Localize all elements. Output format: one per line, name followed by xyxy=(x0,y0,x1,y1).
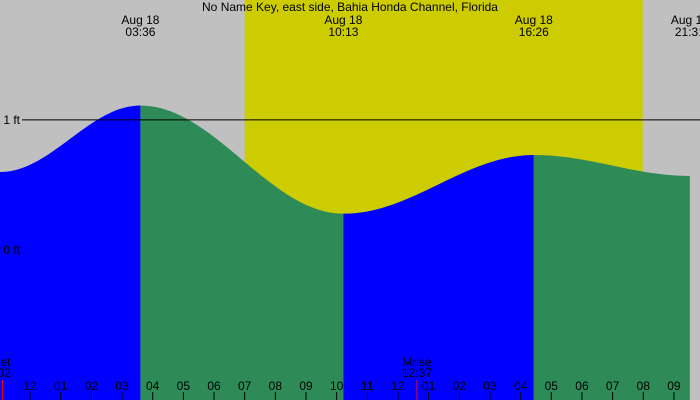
x-tick-label: 08 xyxy=(269,379,283,393)
falling-tide xyxy=(140,105,344,400)
x-tick-label: 02 xyxy=(85,379,99,393)
extreme-date: Aug 18 xyxy=(121,13,159,27)
extreme-time: 10:13 xyxy=(328,25,358,39)
chart-title: No Name Key, east side, Bahia Honda Chan… xyxy=(202,0,498,14)
extreme-date: Aug 18 xyxy=(671,13,700,27)
y-tick-label: 1 ft xyxy=(3,113,20,127)
x-tick-label: 04 xyxy=(514,379,528,393)
x-tick-label: 12 xyxy=(391,379,405,393)
extreme-time: 03:36 xyxy=(125,25,155,39)
x-tick-label: 07 xyxy=(238,379,252,393)
x-tick-label: 09 xyxy=(299,379,313,393)
x-tick-label: 01 xyxy=(422,379,436,393)
rising-tide xyxy=(0,105,141,400)
x-tick-label: 12 xyxy=(23,379,37,393)
x-tick-label: 08 xyxy=(637,379,651,393)
x-tick-label: 03 xyxy=(115,379,129,393)
y-tick-label: 0 ft xyxy=(3,243,20,257)
event-label: Mrise xyxy=(402,355,432,369)
x-tick-label: 09 xyxy=(667,379,681,393)
event-time: :02 xyxy=(0,366,11,380)
x-tick-label: 07 xyxy=(606,379,620,393)
x-tick-label: 11 xyxy=(361,379,374,393)
x-tick-label: 05 xyxy=(545,379,559,393)
falling-tide xyxy=(533,155,690,400)
x-tick-label: 02 xyxy=(453,379,467,393)
x-tick-label: 06 xyxy=(575,379,589,393)
x-tick-label: 06 xyxy=(207,379,221,393)
extreme-time: 16:26 xyxy=(519,25,549,39)
x-tick-label: 04 xyxy=(146,379,160,393)
extreme-date: Aug 18 xyxy=(324,13,362,27)
event-time: 12:37 xyxy=(402,366,432,380)
x-tick-label: 01 xyxy=(54,379,68,393)
event-label: set xyxy=(0,355,11,369)
x-tick-label: 03 xyxy=(483,379,497,393)
x-tick-label: 10 xyxy=(330,379,344,393)
rising-tide xyxy=(343,155,534,400)
x-tick-label: 05 xyxy=(177,379,191,393)
extreme-time: 21:31 xyxy=(675,25,700,39)
extreme-date: Aug 18 xyxy=(515,13,553,27)
